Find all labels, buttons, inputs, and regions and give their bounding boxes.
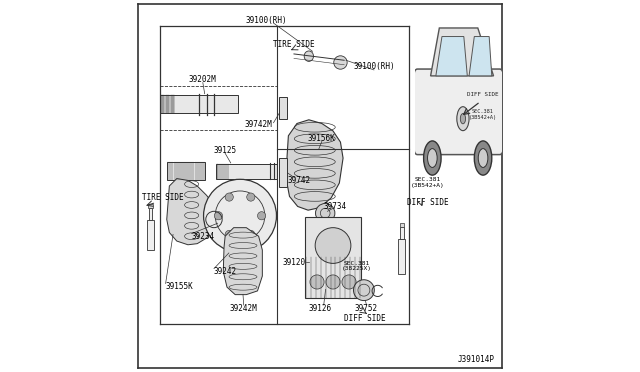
- Circle shape: [316, 203, 335, 223]
- Text: 39742: 39742: [288, 176, 311, 185]
- Bar: [279, 97, 287, 119]
- Circle shape: [225, 230, 234, 238]
- Bar: [305, 217, 361, 298]
- Text: 39100(RH): 39100(RH): [353, 62, 395, 71]
- Text: 39234: 39234: [191, 232, 215, 241]
- Bar: [279, 158, 287, 187]
- Bar: [168, 162, 205, 180]
- Text: 39242M: 39242M: [230, 304, 258, 312]
- Bar: [399, 239, 405, 274]
- Circle shape: [342, 275, 356, 289]
- Bar: [399, 223, 404, 227]
- Bar: [148, 204, 152, 208]
- Circle shape: [204, 179, 276, 252]
- Text: 39156K: 39156K: [308, 134, 336, 143]
- Text: 39202M: 39202M: [189, 76, 217, 84]
- Polygon shape: [223, 228, 262, 295]
- Bar: [216, 164, 277, 179]
- Text: 39752: 39752: [355, 304, 378, 312]
- Text: 39100(RH): 39100(RH): [245, 16, 287, 25]
- Circle shape: [334, 56, 347, 69]
- Circle shape: [246, 230, 255, 238]
- Polygon shape: [286, 120, 343, 210]
- Text: SEC.381
(38225X): SEC.381 (38225X): [342, 260, 372, 272]
- Circle shape: [310, 275, 324, 289]
- Text: DIFF SIDE: DIFF SIDE: [344, 314, 385, 323]
- Circle shape: [225, 193, 234, 201]
- Text: J391014P: J391014P: [458, 355, 495, 364]
- Ellipse shape: [304, 51, 314, 61]
- Text: 39742M: 39742M: [244, 120, 273, 129]
- Bar: [148, 208, 152, 220]
- Circle shape: [214, 212, 223, 220]
- Text: 39155K: 39155K: [166, 282, 193, 291]
- Circle shape: [315, 228, 351, 263]
- Circle shape: [246, 193, 255, 201]
- Text: 39120: 39120: [283, 258, 306, 267]
- Polygon shape: [167, 179, 216, 245]
- Bar: [147, 220, 154, 250]
- Text: DIFF SIDE: DIFF SIDE: [407, 198, 449, 207]
- Bar: [160, 95, 238, 113]
- Text: 39125: 39125: [214, 146, 237, 155]
- Circle shape: [257, 212, 266, 220]
- Text: TIRE SIDE: TIRE SIDE: [142, 193, 184, 202]
- Circle shape: [326, 275, 340, 289]
- Text: TIRE SIDE: TIRE SIDE: [273, 40, 315, 49]
- Text: 39734: 39734: [323, 202, 346, 211]
- Text: 39242: 39242: [214, 267, 237, 276]
- Text: SEC.381
(3B542+A): SEC.381 (3B542+A): [411, 177, 445, 188]
- Bar: [400, 227, 404, 239]
- Text: 39126: 39126: [308, 304, 332, 312]
- Circle shape: [353, 280, 374, 301]
